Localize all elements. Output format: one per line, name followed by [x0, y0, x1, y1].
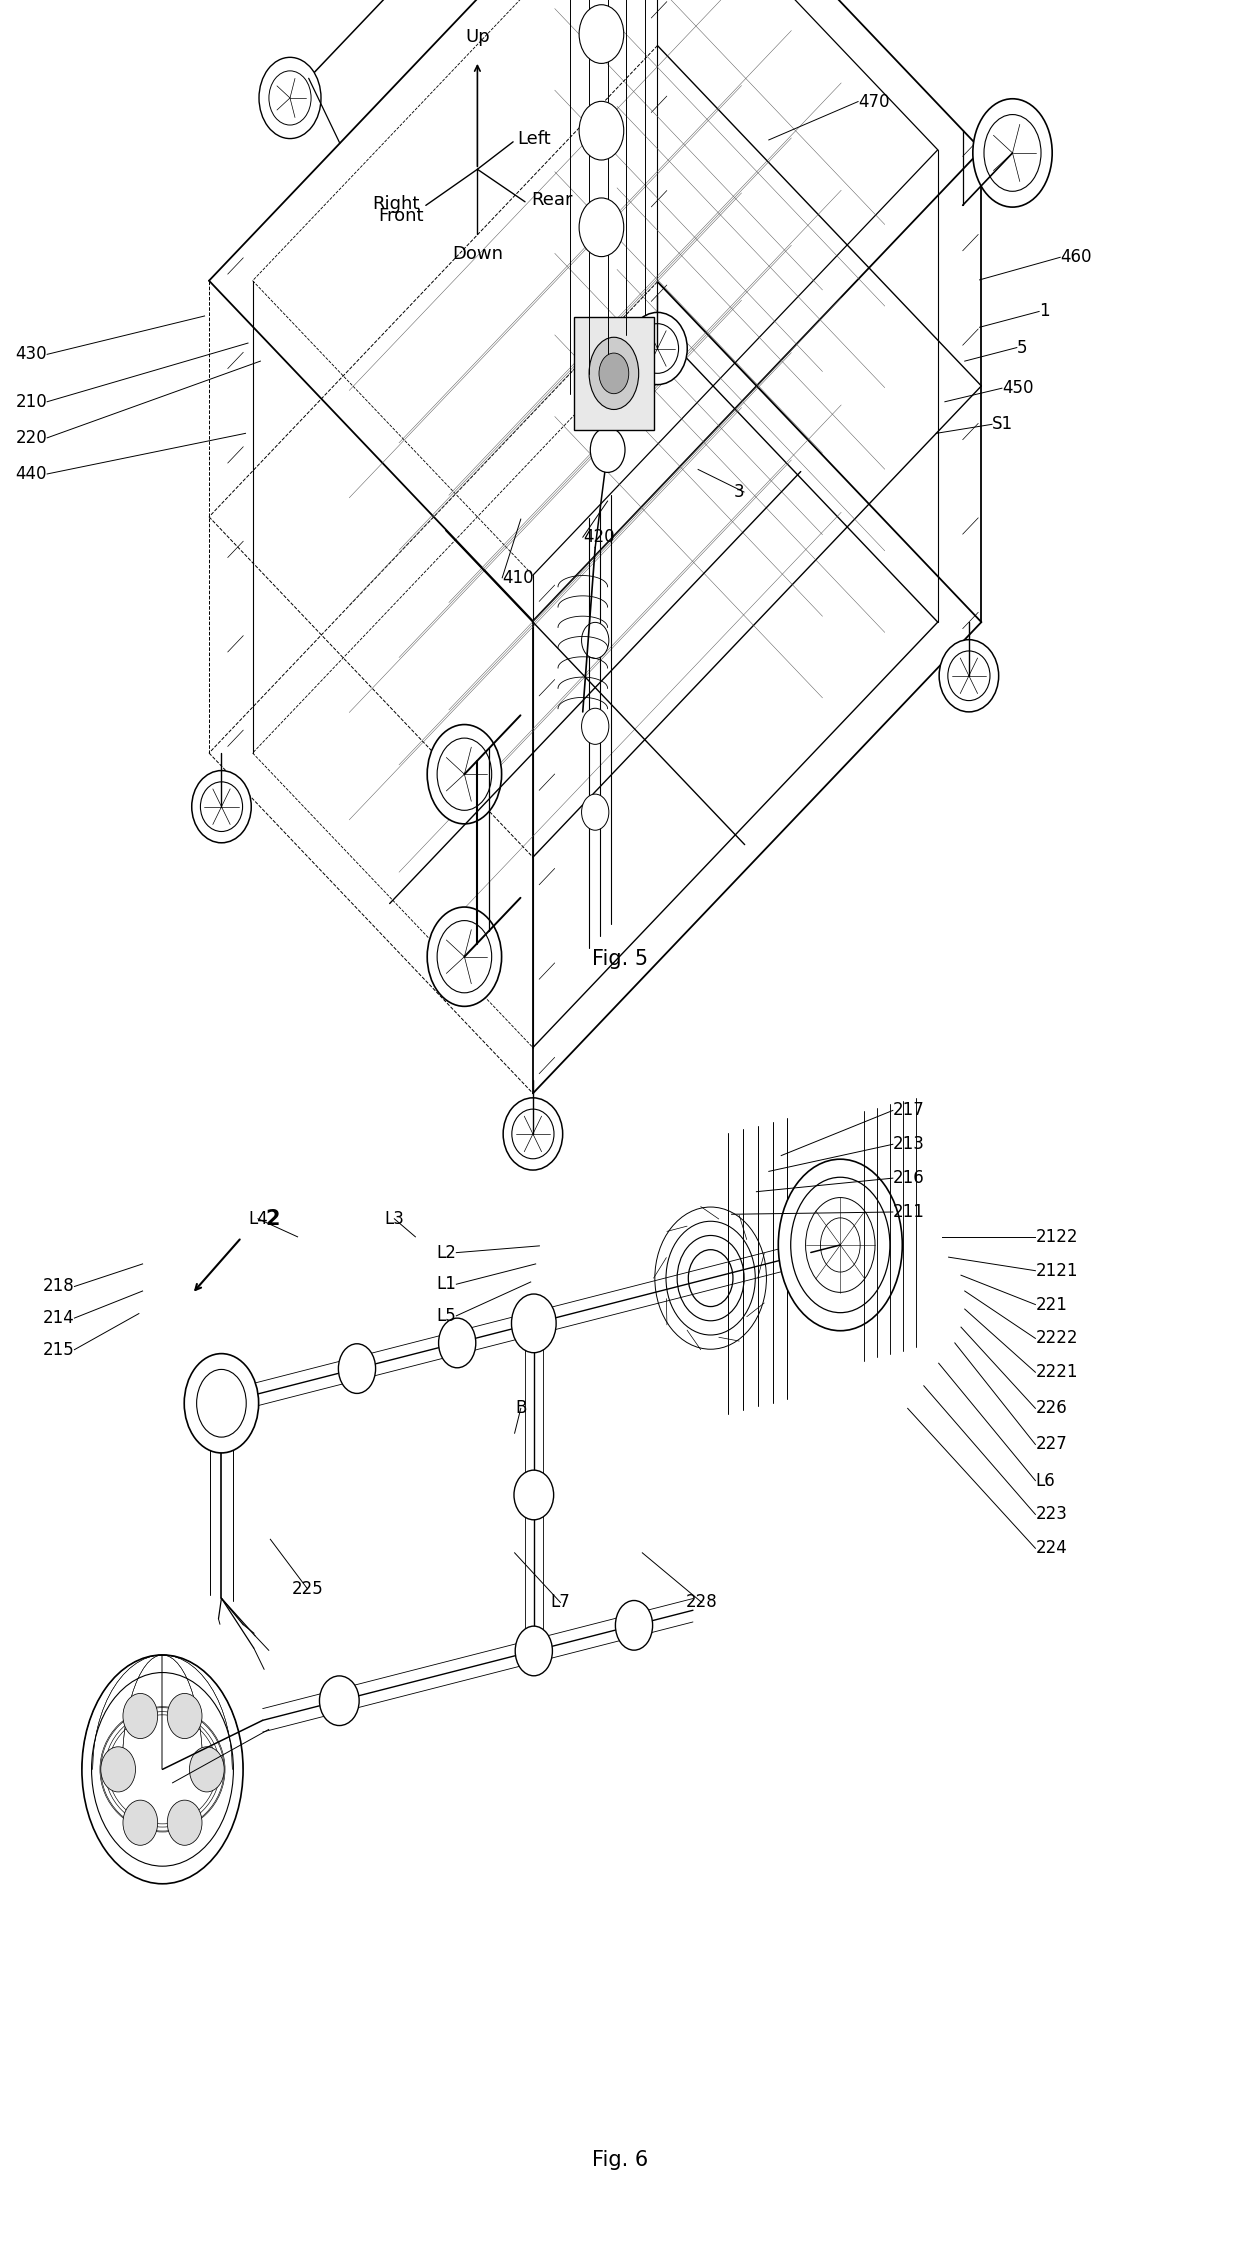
- Ellipse shape: [973, 99, 1053, 208]
- Text: 227: 227: [1035, 1435, 1068, 1454]
- Text: L2: L2: [436, 1244, 456, 1262]
- Text: L6: L6: [1035, 1472, 1055, 1490]
- Ellipse shape: [123, 1801, 157, 1846]
- Text: 410: 410: [502, 569, 534, 587]
- Text: 224: 224: [1035, 1539, 1068, 1557]
- Text: Fig. 5: Fig. 5: [591, 950, 649, 968]
- Ellipse shape: [582, 794, 609, 831]
- Ellipse shape: [259, 56, 321, 138]
- Text: 440: 440: [16, 465, 47, 483]
- Text: 3: 3: [733, 483, 744, 501]
- Ellipse shape: [428, 907, 502, 1007]
- Ellipse shape: [167, 1693, 202, 1738]
- Text: 214: 214: [42, 1309, 74, 1327]
- Text: L7: L7: [551, 1593, 570, 1611]
- Ellipse shape: [579, 5, 624, 63]
- Text: 470: 470: [858, 93, 889, 111]
- Text: 213: 213: [893, 1135, 925, 1153]
- Text: Down: Down: [451, 246, 503, 264]
- Text: 420: 420: [583, 528, 615, 546]
- Ellipse shape: [82, 1654, 243, 1885]
- Ellipse shape: [339, 1343, 376, 1393]
- Text: 2122: 2122: [1035, 1228, 1078, 1246]
- Ellipse shape: [582, 709, 609, 745]
- Ellipse shape: [590, 427, 625, 472]
- Ellipse shape: [100, 1747, 135, 1792]
- Ellipse shape: [185, 1354, 259, 1454]
- Ellipse shape: [627, 311, 687, 384]
- Text: Fig. 6: Fig. 6: [591, 2151, 649, 2169]
- Text: 210: 210: [15, 393, 47, 411]
- Ellipse shape: [579, 102, 624, 160]
- Text: 220: 220: [15, 429, 47, 447]
- Text: 228: 228: [686, 1593, 718, 1611]
- Text: 2221: 2221: [1035, 1363, 1078, 1381]
- Text: 217: 217: [893, 1101, 925, 1119]
- Ellipse shape: [615, 1600, 652, 1650]
- Text: S1: S1: [992, 415, 1013, 433]
- Text: 225: 225: [291, 1580, 324, 1598]
- Text: 223: 223: [1035, 1505, 1068, 1523]
- Text: Left: Left: [517, 131, 551, 149]
- Ellipse shape: [192, 770, 252, 842]
- Text: 450: 450: [1002, 379, 1033, 397]
- Ellipse shape: [515, 1625, 552, 1675]
- Text: L5: L5: [436, 1307, 456, 1325]
- Text: L4: L4: [248, 1210, 268, 1228]
- Text: L3: L3: [384, 1210, 404, 1228]
- Ellipse shape: [428, 724, 502, 824]
- Text: Up: Up: [465, 29, 490, 47]
- Ellipse shape: [513, 1469, 553, 1519]
- Polygon shape: [574, 316, 655, 429]
- Ellipse shape: [939, 639, 998, 711]
- Ellipse shape: [167, 1801, 202, 1846]
- Ellipse shape: [579, 199, 624, 257]
- Ellipse shape: [779, 1160, 903, 1332]
- Ellipse shape: [190, 1747, 224, 1792]
- Text: 221: 221: [1035, 1296, 1068, 1314]
- Text: B: B: [515, 1399, 527, 1417]
- Text: 226: 226: [1035, 1399, 1068, 1417]
- Ellipse shape: [582, 623, 609, 659]
- Text: 211: 211: [893, 1203, 925, 1221]
- Text: Front: Front: [378, 208, 424, 226]
- Text: Right: Right: [372, 194, 420, 212]
- Text: 216: 216: [893, 1169, 925, 1187]
- Text: 2121: 2121: [1035, 1262, 1078, 1280]
- Ellipse shape: [599, 352, 629, 393]
- Ellipse shape: [123, 1693, 157, 1738]
- Ellipse shape: [511, 1293, 556, 1352]
- Text: 1: 1: [1039, 302, 1050, 320]
- Ellipse shape: [503, 1097, 563, 1169]
- Text: 2222: 2222: [1035, 1329, 1078, 1347]
- Text: 218: 218: [42, 1277, 74, 1296]
- Text: L1: L1: [436, 1275, 456, 1293]
- Text: 460: 460: [1060, 248, 1091, 266]
- Text: 215: 215: [42, 1341, 74, 1359]
- Text: 2: 2: [265, 1210, 280, 1230]
- Text: Rear: Rear: [531, 192, 573, 210]
- Text: 430: 430: [15, 345, 47, 363]
- Ellipse shape: [439, 1318, 476, 1368]
- Ellipse shape: [320, 1677, 360, 1727]
- Ellipse shape: [589, 336, 639, 409]
- Text: 5: 5: [1017, 339, 1027, 357]
